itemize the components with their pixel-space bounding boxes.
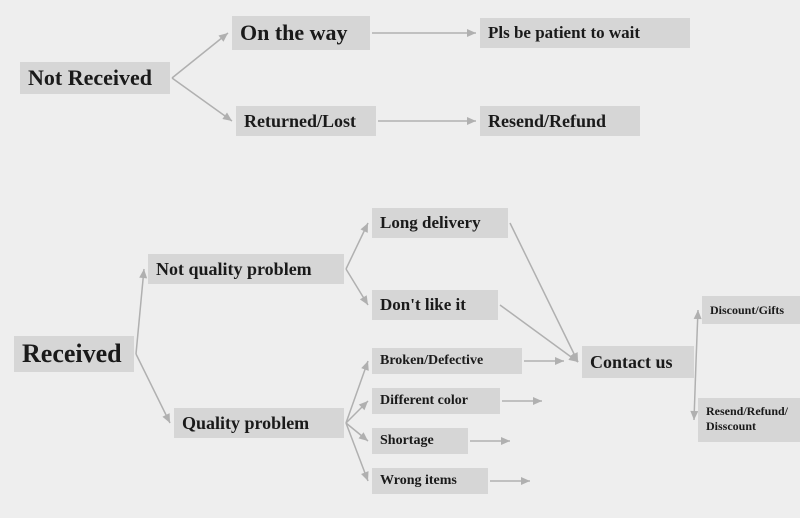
node-label: Wrong items [380,473,457,489]
node-quality: Quality problem [174,408,344,438]
node-label: Received [22,339,122,369]
node-not-received: Not Received [20,62,170,94]
node-label: Discount/Gifts [710,303,784,318]
node-received: Received [14,336,134,372]
node-dont-like: Don't like it [372,290,498,320]
node-label: Shortage [380,433,434,449]
node-label: Pls be patient to wait [488,23,640,43]
node-shortage: Shortage [372,428,468,454]
node-label: Not Received [28,65,152,91]
node-label: Contact us [590,352,673,373]
node-on-the-way: On the way [232,16,370,50]
node-label: Long delivery [380,213,481,233]
node-wrong-items: Wrong items [372,468,488,494]
node-pls-patient: Pls be patient to wait [480,18,690,48]
node-label: Resend/Refund [488,111,606,132]
node-label: Different color [380,393,468,409]
node-label: Returned/Lost [244,111,356,132]
node-resend-refund-disc: Resend/Refund/ Disscount [698,398,800,442]
node-label: Quality problem [182,413,309,434]
node-label: On the way [240,20,348,46]
node-label: Not quality problem [156,259,312,280]
node-contact-us: Contact us [582,346,694,378]
node-label: Resend/Refund/ Disscount [706,404,792,434]
node-long-delivery: Long delivery [372,208,508,238]
node-label: Broken/Defective [380,353,483,369]
node-resend-refund-top: Resend/Refund [480,106,640,136]
node-returned-lost: Returned/Lost [236,106,376,136]
node-label: Don't like it [380,295,466,315]
node-broken: Broken/Defective [372,348,522,374]
node-not-quality: Not quality problem [148,254,344,284]
node-diff-color: Different color [372,388,500,414]
node-discount-gifts: Discount/Gifts [702,296,800,324]
